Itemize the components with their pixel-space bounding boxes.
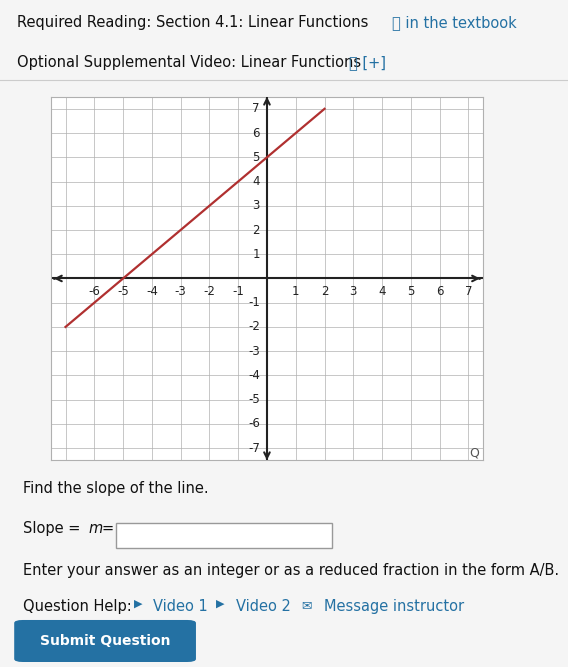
Text: Video 2: Video 2 xyxy=(236,599,291,614)
Text: -5: -5 xyxy=(248,393,260,406)
Text: 4: 4 xyxy=(378,285,386,297)
Text: -4: -4 xyxy=(248,369,260,382)
Text: ▶: ▶ xyxy=(216,599,224,609)
FancyBboxPatch shape xyxy=(14,620,196,662)
Text: =: = xyxy=(101,521,113,536)
Text: 1: 1 xyxy=(252,247,260,261)
Text: ⧉ [+]: ⧉ [+] xyxy=(349,55,386,70)
Text: 4: 4 xyxy=(252,175,260,188)
Text: Find the slope of the line.: Find the slope of the line. xyxy=(23,481,208,496)
Text: -6: -6 xyxy=(89,285,100,297)
Text: Enter your answer as an integer or as a reduced fraction in the form A/B.: Enter your answer as an integer or as a … xyxy=(23,563,559,578)
Text: 5: 5 xyxy=(407,285,415,297)
Text: 6: 6 xyxy=(436,285,444,297)
Text: 3: 3 xyxy=(350,285,357,297)
Text: -3: -3 xyxy=(175,285,186,297)
Text: 2: 2 xyxy=(321,285,328,297)
Text: 6: 6 xyxy=(252,127,260,139)
Text: 7: 7 xyxy=(465,285,472,297)
Text: 7: 7 xyxy=(252,102,260,115)
Text: 3: 3 xyxy=(252,199,260,212)
Text: 2: 2 xyxy=(252,223,260,237)
Text: -2: -2 xyxy=(203,285,215,297)
Text: 5: 5 xyxy=(252,151,260,164)
Text: Message instructor: Message instructor xyxy=(324,599,464,614)
Text: -2: -2 xyxy=(248,320,260,334)
Text: Q: Q xyxy=(469,446,479,460)
Text: -5: -5 xyxy=(117,285,129,297)
Text: ▶: ▶ xyxy=(133,599,142,609)
FancyBboxPatch shape xyxy=(116,523,332,548)
Text: Slope =: Slope = xyxy=(23,521,85,536)
Text: -1: -1 xyxy=(248,296,260,309)
Text: -3: -3 xyxy=(248,345,260,358)
Text: 1: 1 xyxy=(292,285,299,297)
Text: ✉: ✉ xyxy=(301,599,311,612)
Text: -4: -4 xyxy=(146,285,158,297)
Text: Submit Question: Submit Question xyxy=(40,634,170,648)
Text: m: m xyxy=(88,521,102,536)
Text: Required Reading: Section 4.1: Linear Functions: Required Reading: Section 4.1: Linear Fu… xyxy=(17,15,369,30)
Text: -7: -7 xyxy=(248,442,260,455)
Text: ⧉ in the textbook: ⧉ in the textbook xyxy=(392,15,517,30)
Text: -1: -1 xyxy=(232,285,244,297)
Text: Video 1: Video 1 xyxy=(153,599,208,614)
Text: Optional Supplemental Video: Linear Functions: Optional Supplemental Video: Linear Func… xyxy=(17,55,361,70)
Text: Question Help:: Question Help: xyxy=(23,599,131,614)
Text: -6: -6 xyxy=(248,418,260,430)
